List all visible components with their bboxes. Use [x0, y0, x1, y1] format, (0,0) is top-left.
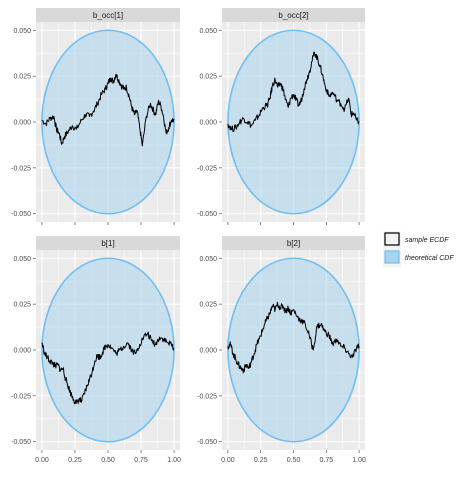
facet-strip-label: b_occ[1] [93, 11, 123, 20]
facet-panel-1: b_occ[1] -0.050 -0.025 0.000 0.025 0.050 [11, 8, 180, 225]
x-tick-label: 0.75 [319, 457, 333, 464]
legend-item: sample ECDF [383, 231, 449, 249]
x-tick-label: 0.75 [134, 457, 148, 464]
x-tick-label: 0.50 [101, 457, 115, 464]
y-tick-label: 0.000 [199, 120, 217, 127]
y-tick-label: -0.050 [11, 439, 31, 446]
legend-label: theoretical CDF [405, 255, 454, 262]
y-tick-label: 0.025 [199, 302, 217, 309]
y-tick-label: -0.025 [197, 165, 217, 172]
y-tick-label: -0.025 [11, 393, 31, 400]
y-tick-label: -0.050 [197, 211, 217, 218]
y-tick-label: 0.025 [13, 302, 31, 309]
sample-ecdf-line [227, 301, 360, 374]
facet-panel-4: b[2] -0.050 -0.025 0.000 0.025 0.050 0.00 0.25 0… [197, 236, 366, 464]
x-tick-label: 0.50 [287, 457, 301, 464]
x-tick-label: 1.00 [352, 457, 366, 464]
legend: sample ECDF theoretical CDF [383, 231, 454, 267]
y-tick-label: 0.050 [199, 256, 217, 263]
facet-strip [36, 8, 180, 22]
y-tick-label: 0.050 [199, 28, 217, 35]
y-tick-label: -0.050 [11, 211, 31, 218]
y-tick-label: -0.025 [197, 393, 217, 400]
x-tick-label: 0.25 [68, 457, 82, 464]
y-tick-label: 0.025 [13, 74, 31, 81]
y-tick-label: 0.000 [199, 348, 217, 355]
x-tick-label: 1.00 [167, 457, 181, 464]
facet-panel-2: b_occ[2] -0.050 -0.025 0.000 0.025 0.050 [197, 8, 365, 225]
theoretical-cdf-band [41, 257, 175, 443]
y-tick-label: 0.050 [13, 256, 31, 263]
x-tick-label: 0.25 [254, 457, 268, 464]
x-tick-label: 0.00 [35, 457, 49, 464]
legend-key-band [384, 250, 400, 264]
facet-strip [222, 236, 365, 250]
y-tick-label: 0.050 [13, 28, 31, 35]
facet-panel-3: b[1] -0.050 -0.025 0.000 0.025 0.050 0.00 0.25 0… [11, 236, 181, 464]
theoretical-cdf-band [41, 29, 175, 215]
facet-strip-label: b_occ[2] [278, 11, 308, 20]
legend-item: theoretical CDF [383, 249, 454, 267]
y-tick-label: 0.000 [13, 120, 31, 127]
sample-ecdf-line [41, 73, 175, 147]
facet-strip-label: b[2] [287, 239, 300, 248]
x-tick-label: 0.00 [221, 457, 235, 464]
legend-label: sample ECDF [405, 237, 449, 244]
facet-strip [222, 8, 365, 22]
sample-ecdf-line [41, 331, 175, 405]
legend-key-background [383, 231, 401, 249]
facet-strip-label: b[1] [101, 239, 114, 248]
y-tick-label: -0.025 [11, 165, 31, 172]
theoretical-cdf-band [227, 257, 360, 443]
facet-strip [36, 236, 180, 250]
y-tick-label: 0.025 [199, 74, 217, 81]
legend-key-ecdf [384, 232, 400, 246]
y-tick-label: 0.000 [13, 348, 31, 355]
y-tick-label: -0.050 [197, 439, 217, 446]
sample-ecdf-line [227, 51, 360, 133]
